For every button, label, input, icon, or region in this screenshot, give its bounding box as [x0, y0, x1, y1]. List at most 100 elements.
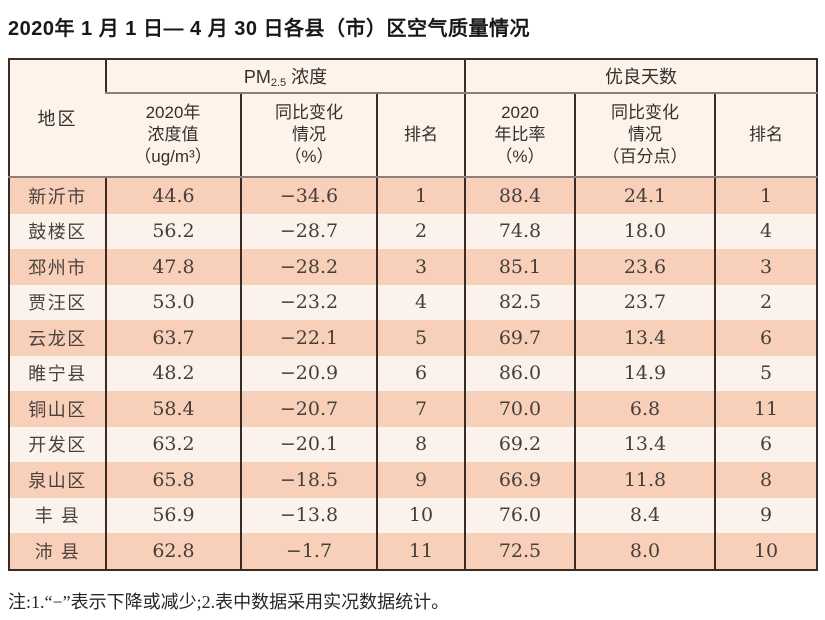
good-ratio-cell: 72.5: [464, 533, 575, 570]
pm-value-cell: 63.2: [105, 426, 241, 462]
region-cell: 泉山区: [28, 470, 87, 491]
table-row: 睢宁县 48.2 −20.9 6 86.0 14.9 5: [9, 355, 817, 391]
good-change-cell: 24.1: [574, 177, 715, 214]
table-row: 邳州市 47.8 −28.2 3 85.1 23.6 3: [9, 249, 817, 285]
good-rank-cell: 8: [714, 462, 817, 498]
good-change-cell: 13.4: [574, 426, 715, 462]
pm-value-cell: 53.0: [105, 284, 241, 320]
table-header: 地区 PM2.5 浓度 优良天数 2020年 浓度值 （ug/m³） 同比变化 …: [9, 59, 817, 178]
pm-rank-header: 排名: [376, 93, 465, 178]
pm-rank-cell: 8: [376, 426, 465, 462]
pm-value-cell: 48.2: [105, 355, 241, 391]
pm-change-cell: −13.8: [240, 497, 377, 533]
table-row: 云龙区 63.7 −22.1 5 69.7 13.4 6: [9, 320, 817, 356]
pm-value-header: 2020年 浓度值 （ug/m³）: [106, 93, 241, 178]
sub-header-row: 2020年 浓度值 （ug/m³） 同比变化 情况 （%） 排名 2020 年比…: [9, 93, 817, 178]
good-change-cell: 14.9: [574, 355, 715, 391]
good-change-header: 同比变化 情况 （百分点）: [574, 93, 715, 178]
good-days-group-header: 优良天数: [464, 59, 817, 94]
air-quality-table: 地区 PM2.5 浓度 优良天数 2020年 浓度值 （ug/m³） 同比变化 …: [8, 58, 818, 571]
good-ratio-cell: 69.7: [464, 320, 575, 356]
good-rank-cell: 5: [714, 355, 817, 391]
pm-value-cell: 58.4: [105, 391, 241, 427]
table-row: 沛 县 62.8 −1.7 11 72.5 8.0 10: [9, 533, 817, 570]
pm-value-cell: 62.8: [105, 533, 241, 570]
pm-rank-cell: 9: [376, 462, 465, 498]
region-cell: 铜山区: [28, 399, 87, 420]
table-row: 贾汪区 53.0 −23.2 4 82.5 23.7 2: [9, 284, 817, 320]
good-rank-cell: 6: [714, 426, 817, 462]
good-rank-cell: 4: [714, 213, 817, 249]
pm25-label-prefix: PM: [243, 67, 271, 87]
pm-rank-cell: 3: [376, 249, 465, 285]
pm-value-cell: 56.2: [105, 213, 241, 249]
good-rank-cell: 3: [714, 249, 817, 285]
table-row: 新沂市 44.6 −34.6 1 88.4 24.1 1: [9, 177, 817, 214]
pm-change-cell: −1.7: [240, 533, 377, 570]
region-cell: 鼓楼区: [28, 222, 87, 243]
table-body: 新沂市 44.6 −34.6 1 88.4 24.1 1 鼓楼区 56.2 −28.7 2 74.8 1…: [9, 177, 817, 570]
region-cell: 贾汪区: [28, 293, 87, 314]
pm-change-cell: −18.5: [240, 462, 377, 498]
region-cell: 云龙区: [28, 328, 87, 349]
good-rank-cell: 10: [714, 533, 817, 570]
good-ratio-cell: 70.0: [464, 391, 575, 427]
pm-value-cell: 65.8: [105, 462, 241, 498]
pm-rank-cell: 2: [376, 213, 465, 249]
good-ratio-cell: 66.9: [464, 462, 575, 498]
good-rank-cell: 6: [714, 320, 817, 356]
pm-rank-cell: 7: [376, 391, 465, 427]
good-rank-header: 排名: [714, 93, 817, 178]
pm-change-cell: −20.1: [240, 426, 377, 462]
good-ratio-header: 2020 年比率 （%）: [464, 93, 575, 178]
table-row: 鼓楼区 56.2 −28.7 2 74.8 18.0 4: [9, 213, 817, 249]
pm25-group-header: PM2.5 浓度: [105, 59, 465, 94]
good-ratio-cell: 86.0: [464, 355, 575, 391]
table-row: 丰 县 56.9 −13.8 10 76.0 8.4 9: [9, 497, 817, 533]
good-rank-cell: 2: [714, 284, 817, 320]
page-title: 2020年 1 月 1 日— 4 月 30 日各县（市）区空气质量情况: [8, 18, 531, 40]
pm-change-cell: −28.7: [240, 213, 377, 249]
table-row: 开发区 63.2 −20.1 8 69.2 13.4 6: [9, 426, 817, 462]
group-header-row: 地区 PM2.5 浓度 优良天数: [9, 59, 817, 178]
good-ratio-cell: 88.4: [464, 177, 575, 214]
pm-rank-cell: 10: [376, 497, 465, 533]
good-change-cell: 6.8: [574, 391, 715, 427]
good-change-cell: 18.0: [574, 213, 715, 249]
footnote: 注:1.“−”表示下降或减少;2.表中数据采用实况数据统计。: [8, 591, 450, 612]
pm-rank-cell: 11: [376, 533, 465, 570]
good-ratio-cell: 74.8: [464, 213, 575, 249]
good-rank-cell: 9: [714, 497, 817, 533]
pm-change-cell: −20.9: [240, 355, 377, 391]
pm-rank-cell: 6: [376, 355, 465, 391]
good-change-cell: 8.4: [574, 497, 715, 533]
pm25-label-suffix: 浓度: [286, 67, 328, 87]
good-ratio-cell: 85.1: [464, 249, 575, 285]
pm-change-cell: −20.7: [240, 391, 377, 427]
region-cell: 丰 县: [34, 506, 81, 527]
pm-rank-cell: 5: [376, 320, 465, 356]
pm-change-cell: −22.1: [240, 320, 377, 356]
good-change-cell: 23.6: [574, 249, 715, 285]
region-cell: 新沂市: [28, 186, 87, 207]
good-ratio-cell: 69.2: [464, 426, 575, 462]
table-row: 铜山区 58.4 −20.7 7 70.0 6.8 11: [9, 391, 817, 427]
region-column-header: 地区: [9, 59, 106, 178]
good-change-cell: 11.8: [574, 462, 715, 498]
pm-value-cell: 47.8: [105, 249, 241, 285]
pm25-label-subscript: 2.5: [270, 77, 287, 89]
region-cell: 邳州市: [28, 257, 87, 278]
good-change-cell: 13.4: [574, 320, 715, 356]
good-ratio-cell: 76.0: [464, 497, 575, 533]
table-row: 泉山区 65.8 −18.5 9 66.9 11.8 8: [9, 462, 817, 498]
good-rank-cell: 1: [714, 177, 817, 214]
pm-rank-cell: 1: [376, 177, 465, 214]
region-cell: 开发区: [28, 435, 87, 456]
pm-value-cell: 63.7: [105, 320, 241, 356]
pm-change-cell: −34.6: [240, 177, 377, 214]
pm-change-header: 同比变化 情况 （%）: [240, 93, 377, 178]
region-cell: 睢宁县: [28, 364, 87, 385]
region-cell: 沛 县: [34, 541, 81, 562]
good-rank-cell: 11: [714, 391, 817, 427]
pm-value-cell: 56.9: [105, 497, 241, 533]
